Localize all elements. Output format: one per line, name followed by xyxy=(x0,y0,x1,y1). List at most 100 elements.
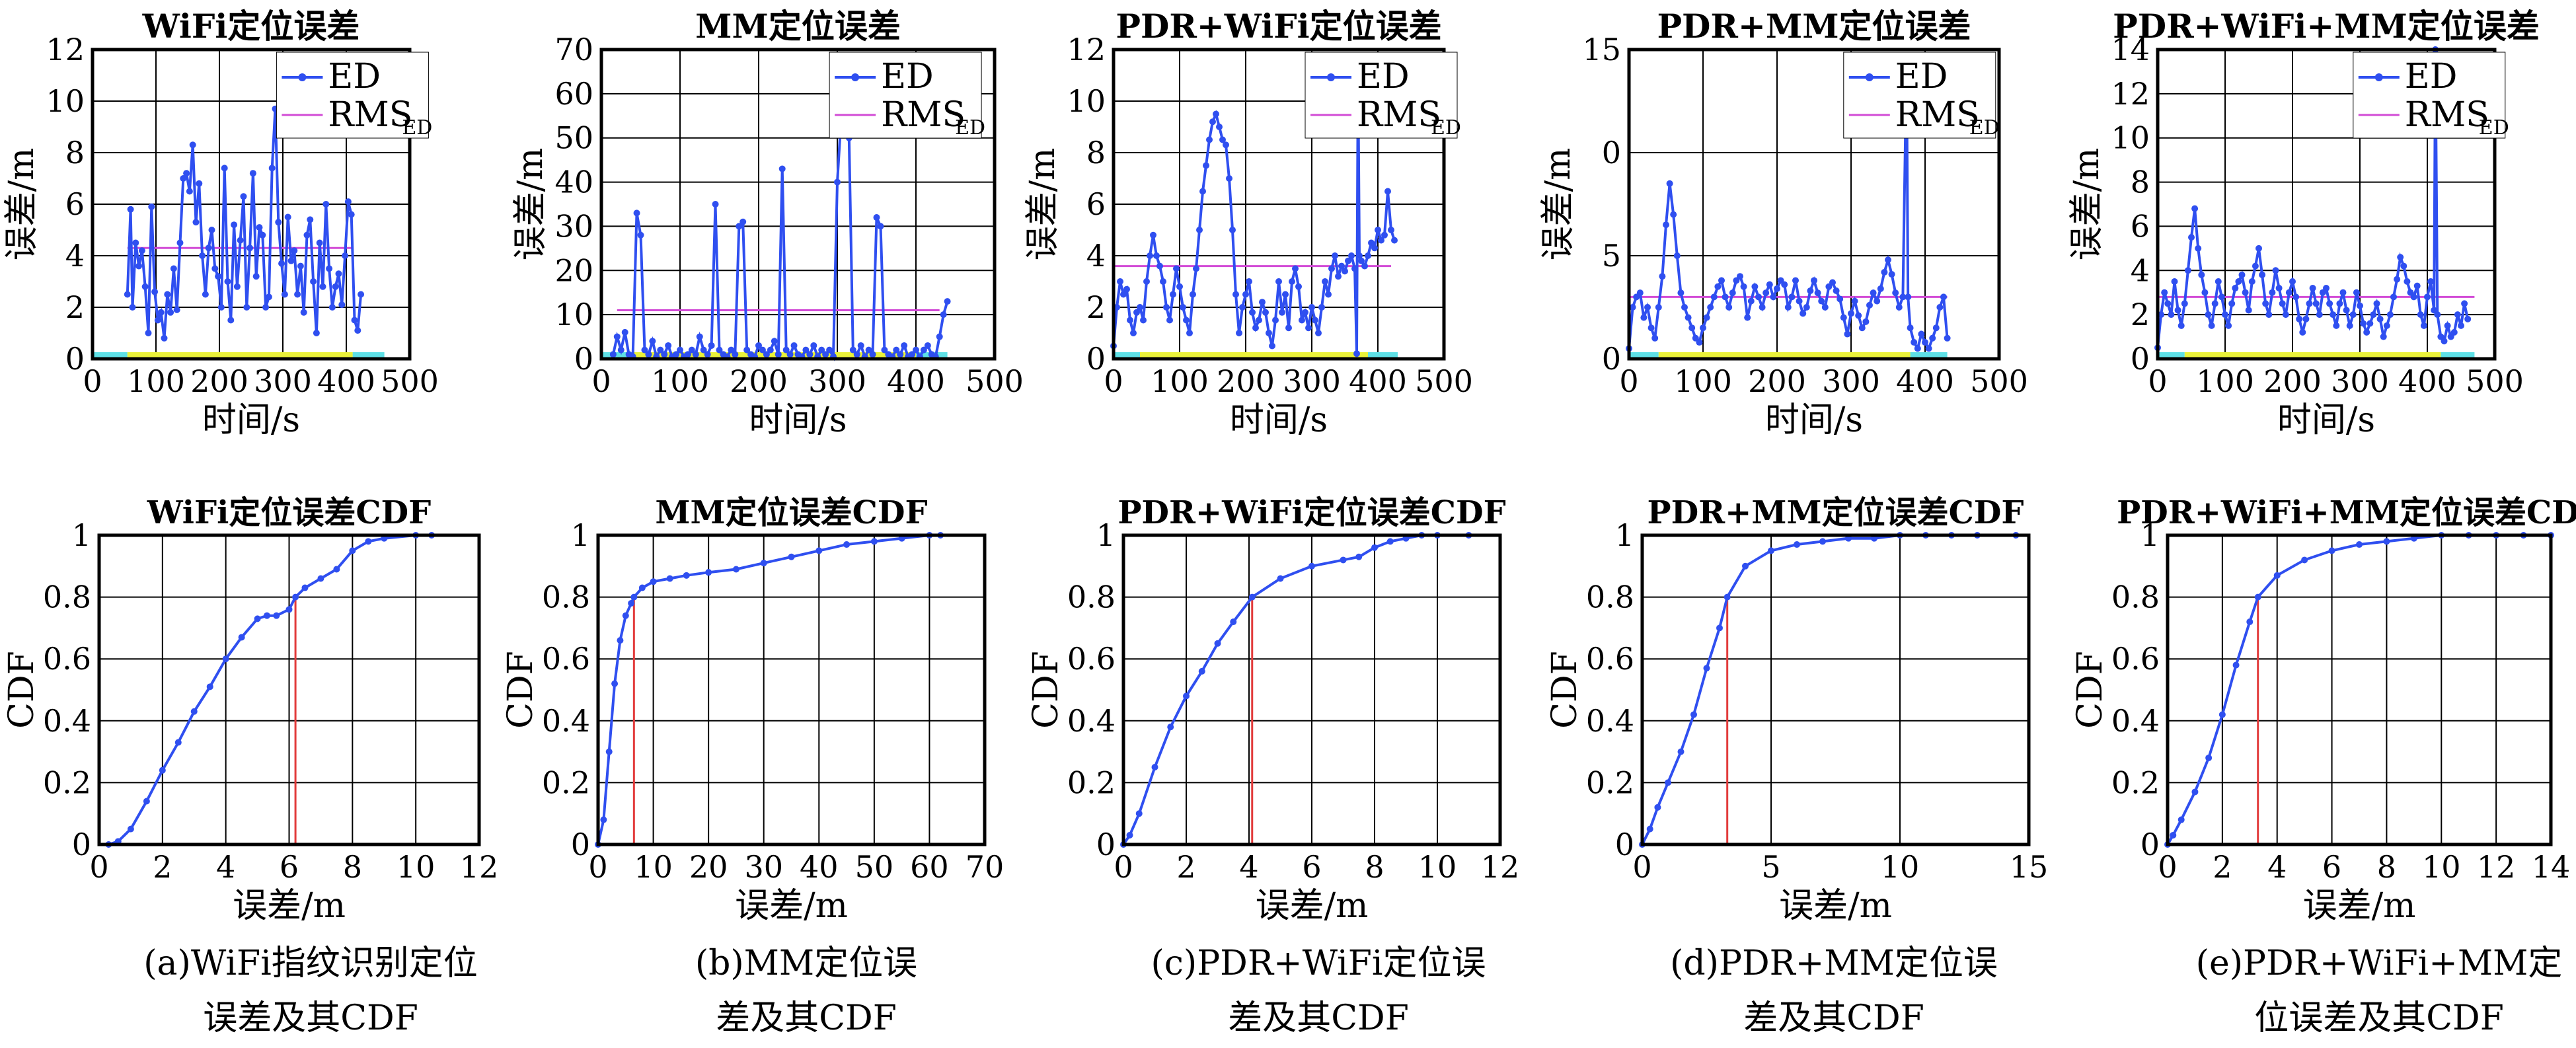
y-tick-label: 0.4 xyxy=(542,703,590,739)
x-tick-label: 10 xyxy=(1418,849,1457,885)
y-tick-label: 4 xyxy=(65,238,85,274)
y-tick-label: 8 xyxy=(65,135,85,170)
data-point xyxy=(2255,244,2262,252)
data-point xyxy=(224,278,231,285)
data-point xyxy=(1747,297,1755,305)
data-point xyxy=(1755,293,1762,301)
data-point xyxy=(1819,538,1826,545)
data-point xyxy=(164,291,171,298)
data-point xyxy=(1796,297,1803,305)
data-point xyxy=(1696,339,1703,346)
data-point xyxy=(1829,279,1836,286)
y-tick-label: 12 xyxy=(2111,76,2150,112)
data-point xyxy=(1855,312,1862,319)
data-point xyxy=(170,265,177,272)
baseline-cyan-bar xyxy=(1910,352,1948,359)
y-tick-label: 0.4 xyxy=(1586,703,1634,739)
data-point xyxy=(2235,278,2242,285)
baseline-cyan-bar xyxy=(1114,352,1140,359)
data-point xyxy=(1282,291,1289,298)
data-point xyxy=(2289,278,2296,285)
data-point xyxy=(1232,291,1239,298)
data-point xyxy=(1851,297,1858,305)
data-point xyxy=(1167,724,1174,731)
data-point xyxy=(650,578,657,585)
baseline-cyan-bar xyxy=(2441,352,2475,359)
data-point xyxy=(743,346,751,354)
data-point xyxy=(2205,754,2213,761)
y-tick-label: 5 xyxy=(1602,238,1621,274)
x-tick-label: 300 xyxy=(1283,363,1341,399)
data-point xyxy=(688,346,695,354)
data-point xyxy=(2259,271,2266,278)
data-point xyxy=(1648,324,1655,332)
data-point xyxy=(778,165,786,172)
data-point xyxy=(1862,318,1870,325)
data-point xyxy=(1766,281,1773,288)
x-tick-label: 300 xyxy=(1822,363,1880,399)
data-point xyxy=(2360,320,2367,327)
data-point xyxy=(2356,541,2363,548)
data-point xyxy=(217,304,225,311)
data-point xyxy=(317,575,324,582)
x-tick-label: 400 xyxy=(2398,363,2456,399)
x-tick-label: 100 xyxy=(2196,363,2254,399)
x-tick-label: 2 xyxy=(1176,849,1195,885)
data-point xyxy=(1371,544,1378,551)
data-point xyxy=(1340,556,1347,564)
y-tick-label: 0.4 xyxy=(2111,703,2160,739)
y-tick-label: 1 xyxy=(571,517,590,553)
data-point xyxy=(1223,141,1229,149)
data-point xyxy=(913,346,919,354)
data-point xyxy=(159,767,166,774)
data-point xyxy=(665,342,672,349)
data-point xyxy=(1335,273,1342,280)
series-line-pdr_wifi_err xyxy=(1112,70,1396,354)
x-tick-label: 300 xyxy=(808,363,866,399)
data-point xyxy=(1147,252,1153,259)
data-point xyxy=(287,257,295,264)
data-point xyxy=(760,560,767,567)
data-point xyxy=(1295,283,1302,290)
data-point xyxy=(936,333,943,340)
data-point xyxy=(1918,330,1925,338)
data-point xyxy=(1892,289,1899,297)
x-tick-label: 100 xyxy=(651,363,709,399)
data-point xyxy=(2171,278,2178,285)
data-point xyxy=(1811,277,1817,284)
x-tick-label: 20 xyxy=(689,849,728,885)
data-point xyxy=(1391,237,1398,244)
data-point xyxy=(1193,265,1199,272)
data-point xyxy=(310,278,317,285)
data-point xyxy=(259,231,266,239)
x-axis-label: 误差/m xyxy=(233,886,346,926)
data-point xyxy=(1781,281,1788,288)
data-point xyxy=(202,291,209,298)
data-point xyxy=(1768,547,1774,554)
data-point xyxy=(1807,287,1814,295)
data-point xyxy=(124,291,131,298)
data-point xyxy=(1655,304,1662,311)
data-point xyxy=(2441,338,2448,345)
x-tick-label: 300 xyxy=(2331,363,2389,399)
data-point xyxy=(2184,267,2191,274)
x-tick-label: 0 xyxy=(2148,363,2167,399)
data-point xyxy=(240,193,247,200)
x-tick-label: 0 xyxy=(2158,849,2177,885)
y-tick-label: 12 xyxy=(1067,32,1106,67)
data-point xyxy=(771,338,778,345)
y-tick-label: 6 xyxy=(65,186,85,222)
data-point xyxy=(1180,304,1186,311)
data-point xyxy=(161,334,168,342)
data-point xyxy=(1848,310,1854,317)
legend-rms-subscript: ED xyxy=(1431,116,1461,139)
caption-line2: 差及其CDF xyxy=(1228,998,1409,1038)
data-point xyxy=(1356,252,1363,259)
data-point xyxy=(1729,289,1736,297)
baseline-yellow-bar xyxy=(632,352,916,359)
plot-frame xyxy=(599,48,997,361)
data-point xyxy=(2228,300,2236,307)
data-point xyxy=(1666,180,1673,187)
x-axis-label: 误差/m xyxy=(735,886,848,926)
data-point xyxy=(2198,271,2205,278)
